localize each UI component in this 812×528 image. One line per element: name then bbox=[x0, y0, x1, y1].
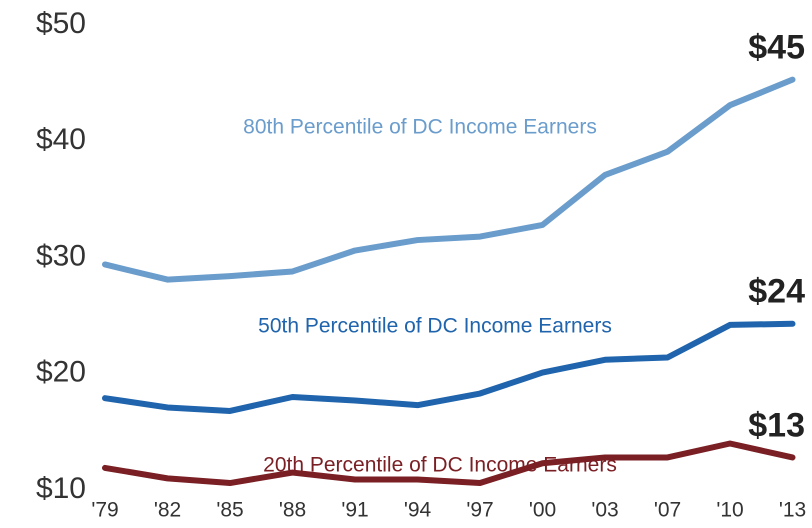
x-tick-label: '13 bbox=[779, 499, 806, 522]
y-tick-label: $20 bbox=[36, 356, 86, 389]
end-value-label: $24 bbox=[748, 273, 805, 311]
y-tick-label: $50 bbox=[36, 7, 86, 40]
series-line bbox=[102, 76, 796, 283]
x-tick-label: '94 bbox=[404, 499, 432, 522]
x-tick-label: '00 bbox=[529, 499, 556, 522]
x-tick-label: '85 bbox=[216, 499, 243, 522]
series-label: 50th Percentile of DC Income Earners bbox=[258, 315, 612, 338]
y-tick-label: $40 bbox=[36, 123, 86, 156]
end-value-label: $45 bbox=[748, 29, 805, 67]
series-line bbox=[102, 440, 796, 487]
x-tick-label: '79 bbox=[91, 499, 118, 522]
x-tick-label: '82 bbox=[154, 499, 181, 522]
x-tick-label: '07 bbox=[654, 499, 681, 522]
x-tick-label: '91 bbox=[341, 499, 368, 522]
y-tick-label: $30 bbox=[36, 239, 86, 272]
series-label: 20th Percentile of DC Income Earners bbox=[263, 454, 617, 477]
x-tick-label: '10 bbox=[716, 499, 743, 522]
y-tick-label: $10 bbox=[36, 472, 86, 505]
x-tick-label: '88 bbox=[279, 499, 306, 522]
x-tick-label: '03 bbox=[591, 499, 618, 522]
x-tick-label: '97 bbox=[466, 499, 493, 522]
end-value-label: $13 bbox=[748, 406, 805, 444]
series-line bbox=[102, 320, 796, 414]
series-label: 80th Percentile of DC Income Earners bbox=[243, 116, 597, 139]
